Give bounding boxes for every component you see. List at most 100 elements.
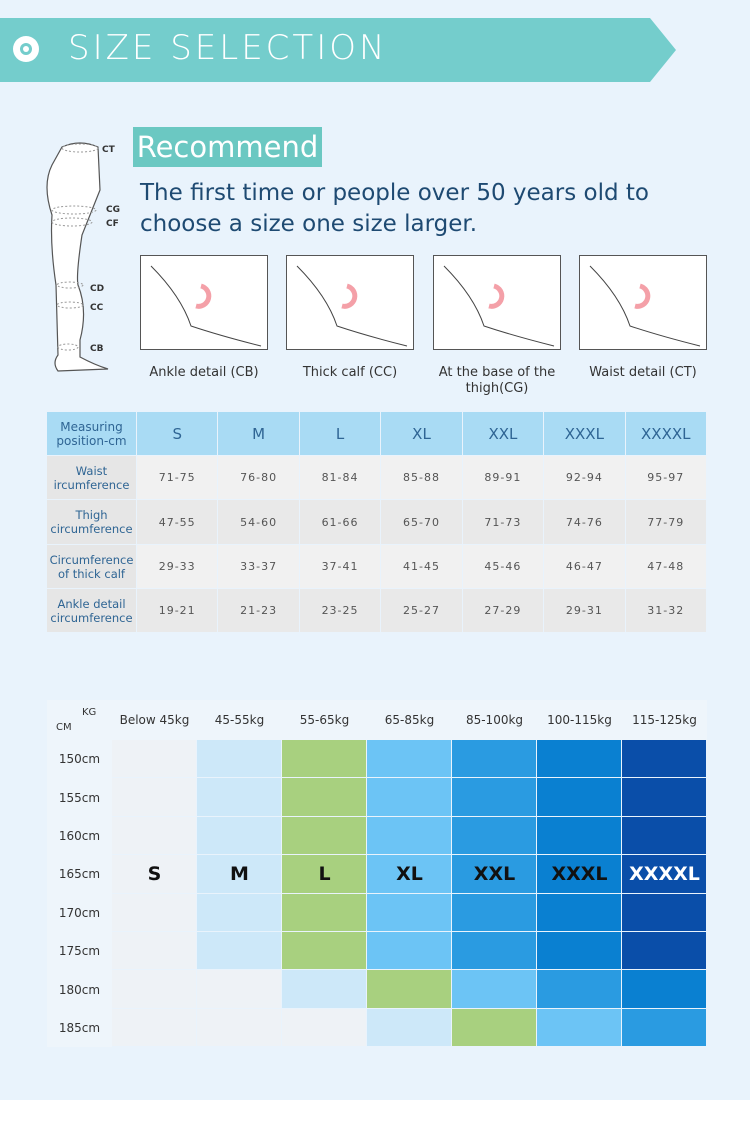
- table-header-cell: XXXL: [544, 412, 625, 455]
- size-cell: [537, 932, 621, 970]
- size-label: M: [230, 863, 249, 886]
- table-cell: 27-29: [462, 589, 544, 632]
- size-cell: [197, 855, 281, 893]
- size-cell: [282, 740, 366, 778]
- photo-caption: Waist detail (CT): [589, 365, 697, 380]
- leg-label: CT: [102, 145, 115, 155]
- size-cell: [452, 816, 536, 855]
- size-cell: [197, 816, 281, 855]
- table-cell: 95-97: [625, 456, 706, 499]
- size-cell: [367, 816, 451, 855]
- size-cell: [622, 1008, 706, 1047]
- size-cell: [112, 816, 196, 855]
- table-cell: 77-79: [625, 500, 706, 544]
- weight-header: Below 45kg: [119, 713, 190, 727]
- size-cell: [112, 970, 196, 1008]
- size-cell: [622, 816, 706, 855]
- table-cell: 76-80: [218, 456, 299, 499]
- table-header-cell: Measuring position-cm: [47, 412, 136, 455]
- leg-label: CD: [90, 284, 105, 294]
- size-cell: [197, 932, 281, 970]
- table-cell: Ankle detail circumference: [47, 589, 136, 632]
- size-cell: [282, 893, 366, 931]
- height-label: 180cm: [58, 982, 101, 997]
- table-cell: 54-60: [218, 500, 299, 544]
- table-cell: 21-23: [218, 589, 299, 632]
- table-cell: 74-76: [544, 500, 625, 544]
- height-label: 185cm: [58, 1020, 101, 1035]
- recommend-text: The first time or people over 50 years o…: [140, 180, 649, 237]
- table-cell: 25-27: [381, 589, 462, 632]
- height-label: 150cm: [58, 752, 101, 767]
- size-cell: [112, 932, 196, 970]
- size-cell: [367, 1008, 451, 1047]
- table-header-cell: S: [137, 412, 218, 455]
- size-cell: [112, 778, 196, 816]
- table-cell: 71-75: [137, 456, 218, 499]
- table-cell: 61-66: [299, 500, 381, 544]
- table-header-cell: L: [299, 412, 381, 455]
- table-cell: 41-45: [381, 545, 462, 588]
- size-cell: [452, 932, 536, 970]
- size-cell: [282, 816, 366, 855]
- table-cell: Waist ircumference: [47, 456, 136, 499]
- size-cell: [452, 893, 536, 931]
- weight-header: 100-115kg: [547, 713, 612, 727]
- header-band: [0, 18, 676, 82]
- size-cell: [537, 778, 621, 816]
- table-cell: Circumference of thick calf: [47, 545, 136, 588]
- size-cell: [367, 740, 451, 778]
- corner-cm: CM: [56, 722, 72, 733]
- table-cell: 85-88: [381, 456, 462, 499]
- table-cell: 46-47: [544, 545, 625, 588]
- page-title: SIZE SELECTION: [68, 28, 388, 68]
- size-cell: [622, 932, 706, 970]
- size-cell: [197, 778, 281, 816]
- size-cell: [622, 970, 706, 1008]
- size-cell: [367, 970, 451, 1008]
- table-cell: Thigh circumference: [47, 500, 136, 544]
- table-cell: 23-25: [299, 589, 381, 632]
- leg-label: CB: [90, 344, 104, 354]
- size-cell: [452, 740, 536, 778]
- size-cell: [112, 740, 196, 778]
- table-header-cell: XXL: [462, 412, 544, 455]
- photo: [286, 255, 414, 350]
- size-cell: [197, 740, 281, 778]
- size-cell: [537, 1008, 621, 1047]
- recommend-label: Recommend: [133, 127, 322, 167]
- table-cell: 33-37: [218, 545, 299, 588]
- height-label: 175cm: [58, 944, 101, 959]
- table-cell: 31-32: [625, 589, 706, 632]
- size-cell: [112, 1008, 196, 1047]
- size-cell: [197, 970, 281, 1008]
- photo: [433, 255, 561, 350]
- size-chart-header: [47, 700, 707, 740]
- size-cell: [282, 778, 366, 816]
- corner-kg: KG: [82, 707, 97, 718]
- height-label: 170cm: [58, 905, 101, 920]
- weight-header: 55-65kg: [299, 713, 350, 727]
- photo-caption: Ankle detail (CB): [149, 365, 259, 380]
- weight-header: 65-85kg: [384, 713, 435, 727]
- height-label: 155cm: [58, 790, 101, 805]
- size-cell: [367, 855, 451, 893]
- size-cell: [537, 855, 621, 893]
- size-cell: [367, 893, 451, 931]
- size-cell: [452, 970, 536, 1008]
- size-label: S: [147, 863, 162, 886]
- size-cell: [622, 740, 706, 778]
- table-cell: 89-91: [462, 456, 544, 499]
- table-cell: 45-46: [462, 545, 544, 588]
- size-cell: [112, 855, 196, 893]
- photo: [579, 255, 707, 350]
- leg-diagram: [46, 142, 109, 372]
- size-label: XXXXL: [629, 863, 700, 886]
- size-cell: [367, 932, 451, 970]
- leg-label: CF: [106, 219, 119, 229]
- size-cell: [537, 740, 621, 778]
- size-cell: [537, 893, 621, 931]
- size-cell: [282, 1008, 366, 1047]
- size-cell: [537, 970, 621, 1008]
